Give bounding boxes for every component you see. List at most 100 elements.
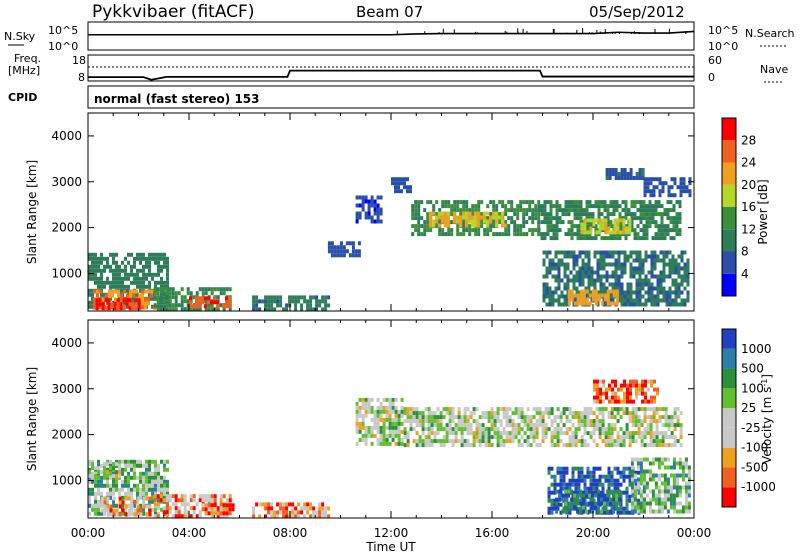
heatmap-cell xyxy=(415,423,419,428)
heatmap-cell xyxy=(603,200,607,205)
heatmap-cell xyxy=(629,298,633,303)
heatmap-cell xyxy=(154,479,157,484)
heatmap-cell xyxy=(216,287,220,292)
heatmap-cell xyxy=(204,291,208,296)
heatmap-cell xyxy=(116,302,120,307)
heatmap-cell xyxy=(625,490,629,495)
heatmap-cell xyxy=(592,222,596,227)
heatmap-cell xyxy=(576,236,580,241)
heatmap-cell xyxy=(300,307,304,312)
heatmap-cell xyxy=(602,379,605,384)
heatmap-cell xyxy=(252,510,256,515)
heatmap-cell xyxy=(681,465,685,470)
heatmap-cell xyxy=(628,439,632,444)
heatmap-cell xyxy=(591,501,595,506)
heatmap-cell xyxy=(432,204,436,209)
heatmap-cell xyxy=(122,298,126,303)
heatmap-cell xyxy=(641,262,645,267)
heatmap-cell xyxy=(653,302,657,307)
heatmap-cell xyxy=(580,415,584,420)
heatmap-cell xyxy=(382,397,386,402)
heatmap-cell xyxy=(483,232,487,237)
heatmap-cell xyxy=(554,290,558,295)
heatmap-cell xyxy=(600,236,604,241)
heatmap-cell xyxy=(157,264,160,269)
heatmap-cell xyxy=(641,278,645,283)
heatmap-cell xyxy=(587,274,591,279)
heatmap-cell xyxy=(498,200,502,205)
heatmap-cell xyxy=(463,411,467,416)
heatmap-cell xyxy=(415,431,419,436)
heatmap-cell xyxy=(585,212,589,217)
heatmap-cell xyxy=(109,252,112,257)
heatmap-cell xyxy=(643,189,647,194)
heatmap-cell xyxy=(462,228,466,233)
heatmap-cell xyxy=(586,419,590,424)
heatmap-cell xyxy=(576,232,580,237)
heatmap-cell xyxy=(572,258,576,263)
heatmap-cell xyxy=(339,241,343,246)
heatmap-cell xyxy=(364,397,368,402)
heatmap-cell xyxy=(614,266,618,271)
heatmap-cell xyxy=(529,427,533,432)
heatmap-cell xyxy=(558,220,562,225)
heatmap-cell xyxy=(585,224,589,229)
heatmap-cell xyxy=(652,185,656,190)
heatmap-cell xyxy=(596,387,599,392)
heatmap-cell xyxy=(563,282,567,287)
heatmap-cell xyxy=(576,212,580,217)
heatmap-cell xyxy=(649,189,653,194)
heatmap-cell xyxy=(496,407,500,412)
search-ytick-top: 10^5 xyxy=(708,24,738,37)
heatmap-cell xyxy=(118,474,121,479)
heatmap-cell xyxy=(162,287,166,292)
heatmap-cell xyxy=(414,204,418,209)
heatmap-cell xyxy=(649,407,653,412)
heatmap-cell xyxy=(499,419,503,424)
heatmap-cell xyxy=(561,220,565,225)
heatmap-cell xyxy=(106,300,109,305)
heatmap-cell xyxy=(650,379,653,384)
heatmap-cell xyxy=(603,505,607,510)
heatmap-cell xyxy=(327,241,331,246)
heatmap-cell xyxy=(468,208,472,213)
heatmap-cell xyxy=(570,228,574,233)
heatmap-cell xyxy=(165,514,169,519)
heatmap-cell xyxy=(225,507,229,512)
heatmap-cell xyxy=(682,189,686,194)
heatmap-cell xyxy=(442,415,446,420)
heatmap-cell xyxy=(562,466,566,471)
heatmap-cell xyxy=(547,510,551,515)
heatmap-cell xyxy=(541,423,545,428)
heatmap-cell xyxy=(457,407,461,412)
heatmap-cell xyxy=(638,383,641,388)
heatmap-cell xyxy=(638,302,642,307)
heatmap-cell xyxy=(686,298,690,303)
heatmap-cell xyxy=(599,282,603,287)
heatmap-cell xyxy=(657,505,661,510)
heatmap-cell xyxy=(563,266,567,271)
heatmap-cell xyxy=(626,290,630,295)
heatmap-cell xyxy=(451,431,455,436)
heatmap-cell xyxy=(605,176,609,180)
heatmap-cell xyxy=(391,181,394,186)
heatmap-cell xyxy=(645,481,649,486)
heatmap-cell xyxy=(142,479,145,484)
heatmap-cell xyxy=(109,459,112,464)
heatmap-cell xyxy=(653,399,656,404)
heatmap-cell xyxy=(577,423,581,428)
heatmap-cell xyxy=(652,431,656,436)
heatmap-cell xyxy=(603,501,607,506)
heatmap-cell xyxy=(537,224,541,229)
heatmap-cell xyxy=(662,286,666,291)
heatmap-cell xyxy=(130,272,133,277)
heatmap-cell xyxy=(473,211,477,216)
heatmap-cell xyxy=(639,236,643,241)
heatmap-cell xyxy=(584,254,588,259)
heatmap-cell xyxy=(361,421,365,426)
heatmap-cell xyxy=(548,302,552,307)
heatmap-cell xyxy=(267,510,271,515)
heatmap-cell xyxy=(183,506,187,511)
heatmap-cell xyxy=(666,212,670,217)
heatmap-cell xyxy=(467,219,471,224)
